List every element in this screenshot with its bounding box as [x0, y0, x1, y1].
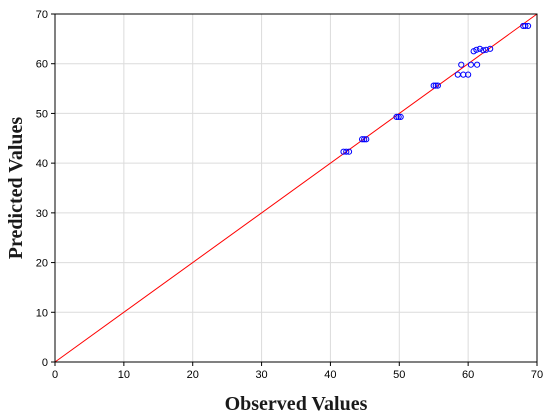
data-point — [395, 113, 402, 121]
x-tick-label: 60 — [462, 369, 474, 381]
y-tick-label: 70 — [36, 9, 48, 21]
y-tick-label: 40 — [36, 158, 48, 170]
data-point — [363, 136, 370, 143]
data-point — [393, 113, 400, 121]
x-tick-label: 40 — [324, 369, 336, 381]
data-point — [476, 45, 483, 52]
y-tick-label: 50 — [36, 108, 48, 120]
data-point — [397, 113, 404, 121]
x-tick-label: 50 — [393, 369, 405, 381]
y-tick-label: 60 — [36, 59, 48, 71]
data-point — [473, 61, 481, 68]
x-tick-label: 0 — [52, 369, 58, 381]
x-tick-label: 10 — [118, 369, 130, 381]
data-point — [480, 47, 487, 54]
x-axis-title: Observed Values — [225, 393, 368, 415]
data-point — [361, 136, 368, 143]
grid-lines — [54, 13, 538, 363]
y-tick-label: 0 — [42, 357, 48, 369]
data-point — [473, 46, 480, 53]
data-point — [458, 61, 465, 68]
x-tick-label: 70 — [531, 369, 543, 381]
data-point — [487, 45, 494, 52]
data-points — [340, 22, 532, 155]
data-point — [524, 22, 532, 30]
y-axis-title: Predicted Values — [5, 117, 27, 260]
data-point — [482, 46, 490, 53]
data-point — [522, 22, 529, 30]
data-point — [343, 148, 350, 155]
data-point — [432, 82, 439, 89]
x-axis-ticks: 0 10 20 30 40 50 60 70 — [52, 362, 543, 381]
x-tick-label: 30 — [255, 369, 267, 381]
data-point — [359, 136, 366, 143]
y-tick-label: 30 — [36, 208, 48, 220]
data-point — [430, 82, 437, 89]
data-point — [345, 148, 353, 155]
y-axis-ticks: 0 10 20 30 40 50 60 70 — [36, 9, 55, 369]
data-point — [465, 71, 472, 78]
y-tick-label: 20 — [36, 258, 48, 270]
data-point — [467, 61, 474, 68]
x-tick-label: 20 — [187, 369, 199, 381]
plot-frame — [54, 13, 538, 363]
y-tick-label: 10 — [36, 307, 48, 319]
data-point — [434, 82, 441, 89]
